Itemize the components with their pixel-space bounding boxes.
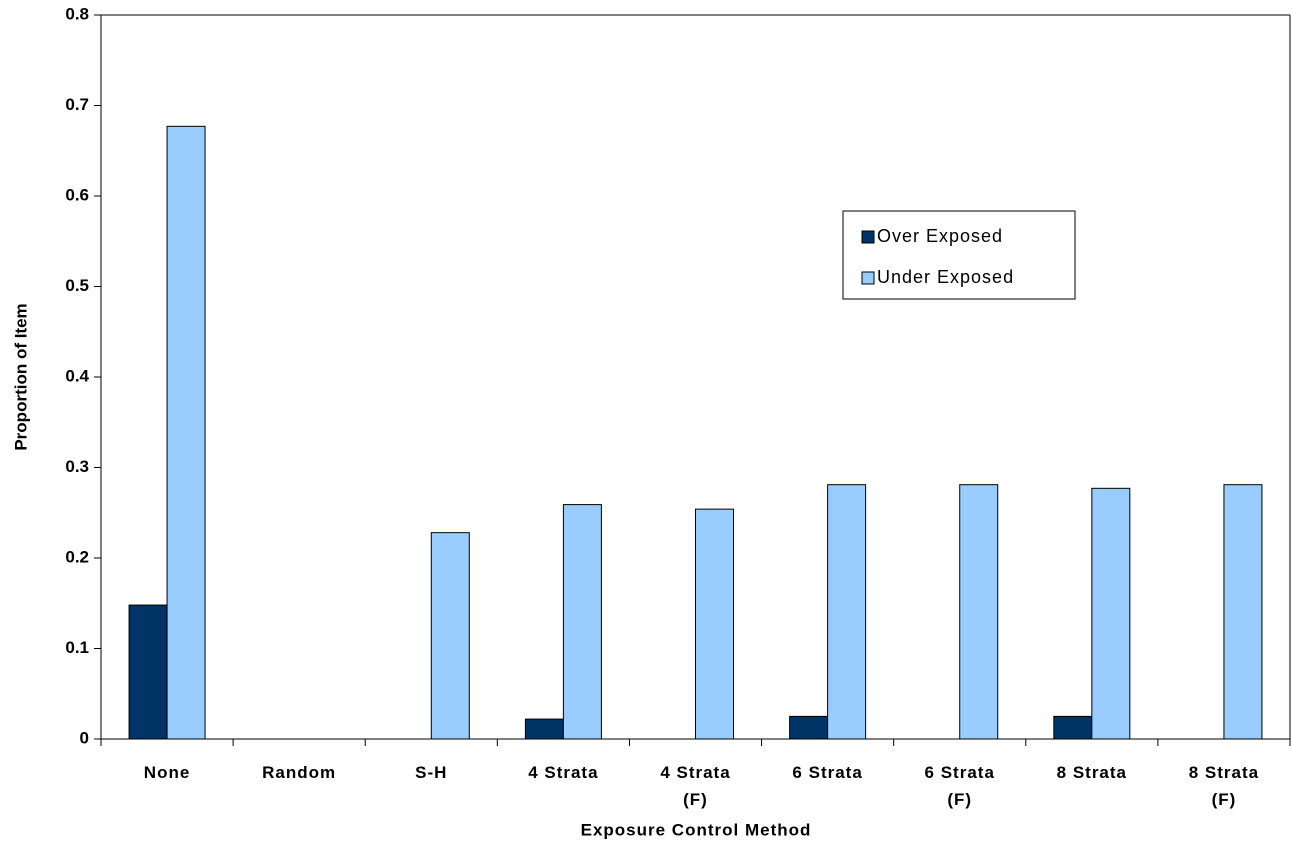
x-tick-label: 4 Strata [528,763,599,782]
bar [695,508,734,740]
y-tick-label: 0.7 [65,95,89,114]
x-tick-label: 6 Strata [792,763,863,782]
bar [562,504,602,740]
bar [1223,484,1263,740]
x-tick-label: 4 Strata (F) [660,763,731,809]
bar [524,718,564,740]
y-tick-label: 0.1 [65,638,89,657]
x-tick-label: S-H [415,763,448,782]
bar [128,604,168,740]
bar [789,715,829,740]
bar [430,532,470,740]
bar [166,125,206,740]
bar [959,484,999,740]
x-tick-label: Random [262,763,337,782]
legend-swatch [861,230,875,244]
legend-swatch [861,271,875,285]
x-tick-label: 8 Strata [1056,763,1128,782]
y-tick-label: 0.3 [65,457,89,476]
y-tick-label: 0.4 [65,366,89,385]
x-tick-label: None [143,763,191,782]
x-tick-label: 6 Strata (F) [924,763,995,809]
y-tick-label: 0.6 [65,185,89,204]
y-tick-label: 0 [80,728,89,747]
legend-box [842,210,1076,300]
y-axis-label: Proportion of Item [11,303,30,450]
legend-label: Under Exposed [877,267,1014,287]
legend-label: Over Exposed [877,226,1003,246]
x-tick-label: 8 Strata (F) [1188,763,1260,809]
y-tick-label: 0.8 [65,4,89,23]
y-tick-label: 0.2 [65,547,89,566]
x-axis-label: Exposure Control Method [581,820,812,839]
bar [1091,487,1131,740]
bar [1053,715,1093,740]
bar [827,484,867,740]
y-tick-label: 0.5 [65,276,89,295]
